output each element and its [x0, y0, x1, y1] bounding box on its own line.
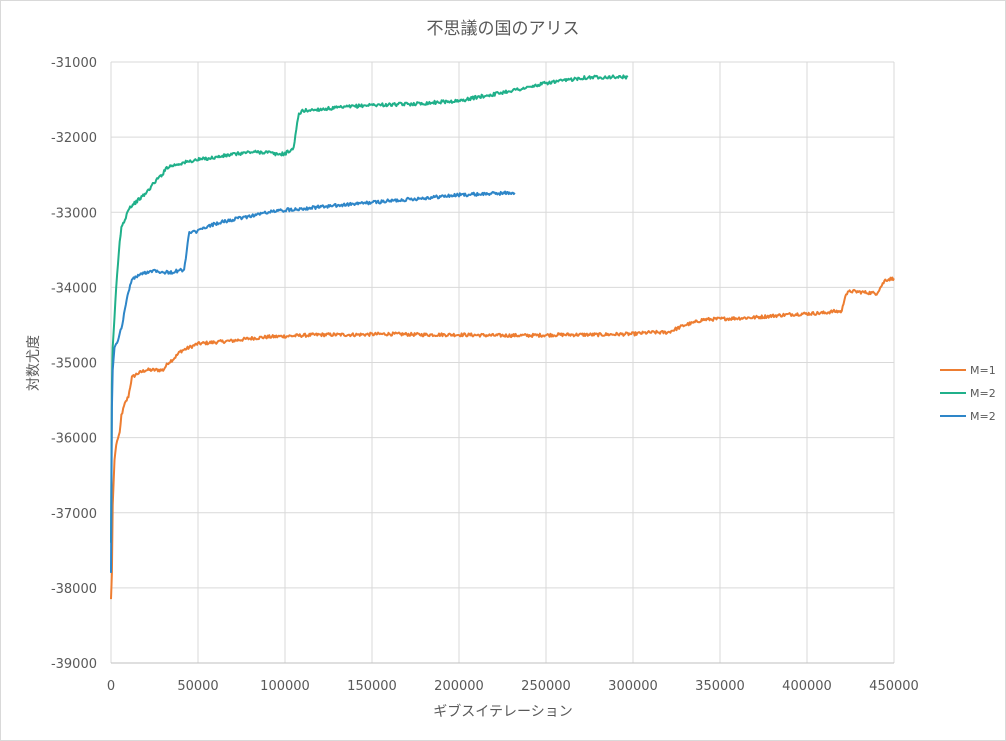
legend: M=1 M=2 M=2 — [940, 364, 996, 423]
y-tick-label: -33000 — [51, 206, 97, 221]
y-axis-tick-labels: -31000 -32000 -33000 -34000 -35000 -36000 -370… — [51, 56, 97, 672]
series-line-1 — [110, 276, 895, 600]
series-line-2 — [110, 74, 629, 543]
legend-label: M=2 — [970, 410, 996, 423]
y-tick-label: -39000 — [51, 657, 97, 672]
series-lines — [110, 74, 895, 600]
x-tick-label: 200000 — [434, 679, 484, 694]
y-tick-label: -31000 — [51, 56, 97, 71]
legend-label: M=2 — [970, 387, 996, 400]
x-tick-label: 0 — [107, 679, 115, 694]
x-axis-title: ギブスイテレーション — [433, 703, 572, 720]
x-tick-label: 150000 — [347, 679, 397, 694]
x-axis-tick-labels: 0 50000 100000 150000 200000 250000 300000 3500… — [107, 679, 919, 694]
x-tick-label: 400000 — [782, 679, 832, 694]
y-tick-label: -38000 — [51, 582, 97, 597]
legend-label: M=1 — [970, 364, 996, 377]
y-tick-label: -36000 — [51, 432, 97, 447]
y-tick-label: -32000 — [51, 131, 97, 146]
y-axis-title: 対数尤度 — [26, 335, 42, 391]
y-tick-label: -37000 — [51, 507, 97, 522]
y-tick-label: -34000 — [51, 281, 97, 296]
x-tick-label: 450000 — [869, 679, 919, 694]
chart-title: 不思議の国のアリス — [427, 19, 580, 39]
series-line-3 — [110, 190, 516, 573]
x-tick-label: 50000 — [177, 679, 218, 694]
x-tick-label: 250000 — [521, 679, 571, 694]
y-tick-label: -35000 — [51, 357, 97, 372]
x-tick-label: 350000 — [695, 679, 745, 694]
x-tick-label: 100000 — [260, 679, 310, 694]
x-tick-label: 300000 — [608, 679, 658, 694]
